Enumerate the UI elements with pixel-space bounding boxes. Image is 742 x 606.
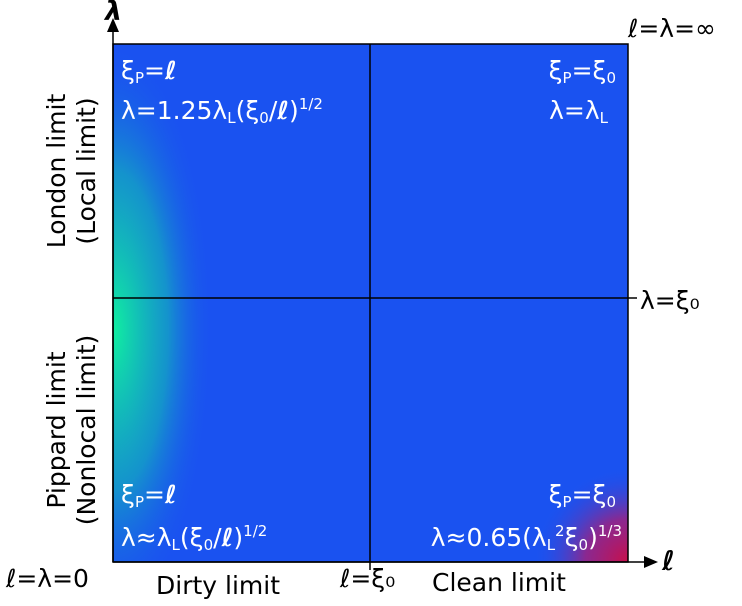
pippard-limit-line1: Pippard limit — [42, 351, 71, 509]
y-axis-arrow — [107, 18, 119, 32]
top-left-xi: ξP=ℓ — [121, 56, 177, 87]
origin-label: ℓ=λ=0 — [6, 564, 89, 593]
bottom-right-xi: ξP=ξ0 — [548, 480, 616, 511]
x-axis-arrow — [644, 556, 658, 568]
top-left-lambda: λ=1.25λL(ξ0/ℓ)1/2 — [121, 95, 323, 127]
top-right-label: ℓ=λ=∞ — [628, 14, 716, 43]
y-tick-label: λ=ξ₀ — [640, 286, 700, 315]
x-tick-label: ℓ=ξ₀ — [340, 564, 396, 593]
london-limit-line2: (Local limit) — [72, 97, 101, 245]
dirty-limit-label: Dirty limit — [156, 571, 281, 600]
pippard-limit-label: Pippard limit (Nonlocal limit) — [42, 315, 102, 545]
bottom-right-lambda: λ≈0.65(λL2ξ0)1/3 — [430, 522, 622, 554]
top-right-xi: ξP=ξ0 — [548, 56, 616, 87]
clean-limit-label: Clean limit — [432, 568, 566, 597]
y-axis-label: λ — [105, 0, 123, 27]
bottom-left-xi: ξP=ℓ — [121, 480, 177, 511]
bottom-left-lambda: λ≈λL(ξ0/ℓ)1/2 — [121, 522, 268, 554]
london-limit-line1: London limit — [42, 93, 71, 249]
top-right-lambda: λ=λL — [549, 96, 608, 127]
london-limit-label: London limit (Local limit) — [42, 71, 102, 271]
x-axis-label: ℓ — [662, 546, 675, 577]
pippard-limit-line2: (Nonlocal limit) — [72, 334, 101, 526]
